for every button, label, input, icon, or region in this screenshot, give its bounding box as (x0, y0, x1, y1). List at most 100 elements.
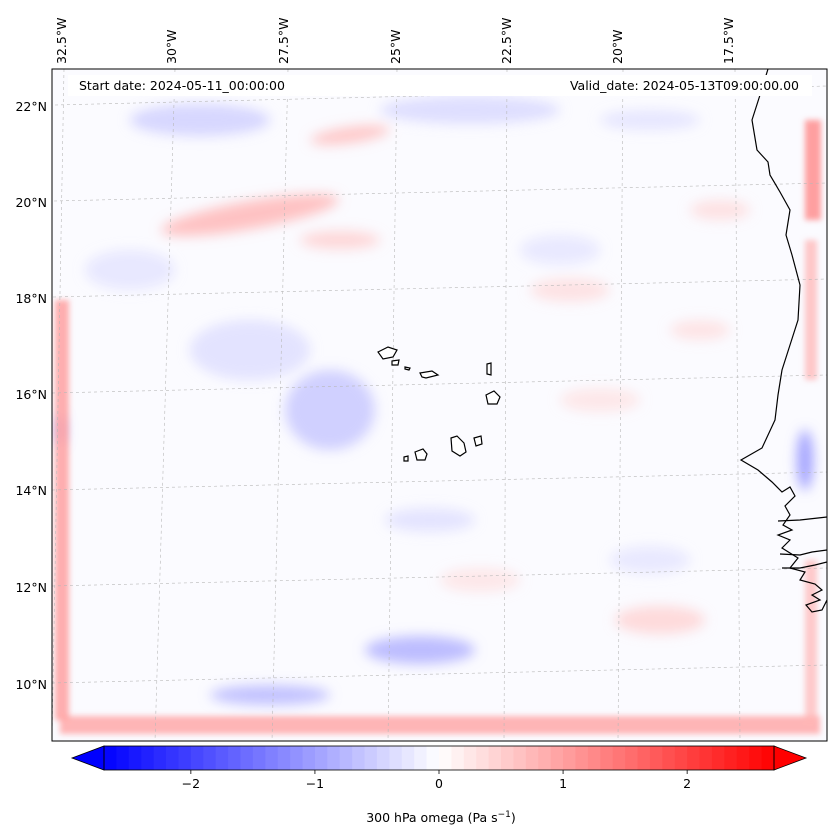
island-santa-luzia (404, 366, 411, 371)
lon-tick-label: 32.5°W (54, 18, 69, 64)
colorbar-cell (662, 746, 676, 770)
lat-tick-label: 22°N (15, 99, 47, 114)
colorbar-cell (637, 746, 651, 770)
colorbar-cell (401, 746, 415, 770)
omega-field (52, 69, 827, 741)
colorbar-cell (215, 746, 229, 770)
colorbar-label-main: 300 hPa omega (Pa s (366, 810, 497, 825)
colorbar-label-exponent: −1 (498, 810, 511, 820)
colorbar-cell (352, 746, 366, 770)
colorbar-cell (228, 746, 241, 770)
lat-tick-label: 14°N (15, 483, 47, 498)
colorbar-cell (525, 746, 539, 770)
colorbar-label: 300 hPa omega (Pa s−1) (366, 810, 516, 825)
colorbar-cell (587, 746, 601, 770)
colorbar-cell (203, 746, 217, 770)
colorbar-cell (141, 746, 155, 770)
lon-tick-label: 20°W (610, 29, 625, 64)
colorbar-cell (314, 746, 328, 770)
island-sao-vicente (391, 359, 400, 366)
colorbar-cells (104, 746, 775, 770)
valid-date-label: Valid_date: 2024-05-13T09:00:00.00 (570, 78, 799, 93)
colorbar-label-close: ) (511, 810, 516, 825)
lat-tick-label: 20°N (15, 195, 47, 210)
colorbar-cell (339, 746, 353, 770)
lon-tick-label: 25°W (388, 29, 403, 64)
colorbar-cell (612, 746, 626, 770)
island-fogo (414, 448, 428, 461)
colorbar-cell (699, 746, 713, 770)
colorbar-cell (190, 746, 204, 770)
colorbar-cell (563, 746, 576, 770)
start-date-label: Start date: 2024-05-11_00:00:00 (79, 78, 285, 93)
colorbar-cell (426, 746, 440, 770)
cape-verde-islands (377, 346, 501, 462)
colorbar: −2 −1 0 1 2 300 hPa omega (Pa s−1) (70, 745, 808, 825)
island-maio (473, 435, 483, 447)
colorbar-cell (513, 746, 527, 770)
colorbar-tick-label: 1 (559, 776, 567, 791)
colorbar-cell (389, 746, 403, 770)
lon-tick-label: 17.5°W (721, 18, 736, 64)
colorbar-cell (463, 746, 477, 770)
colorbar-cell (302, 746, 316, 770)
island-sao-nicolau (419, 370, 440, 379)
lat-tick-label: 16°N (15, 387, 47, 402)
colorbar-cell (277, 746, 291, 770)
colorbar-cell (761, 746, 775, 770)
colorbar-cell (649, 746, 663, 770)
map-panel: Start date: 2024-05-11_00:00:00 Valid_da… (51, 68, 828, 742)
colorbar-min-extend (70, 745, 105, 771)
colorbar-tick-label: 2 (683, 776, 691, 791)
colorbar-cell (451, 746, 465, 770)
colorbar-cell (166, 746, 179, 770)
island-santiago (450, 435, 467, 457)
colorbar-cell (476, 746, 490, 770)
colorbar-cell (153, 746, 167, 770)
colorbar-cell (674, 746, 688, 770)
colorbar-cell (265, 746, 279, 770)
colorbar-cell (501, 746, 514, 770)
colorbar-cell (600, 746, 614, 770)
lat-tick-label: 12°N (15, 580, 47, 595)
colorbar-cell (376, 746, 390, 770)
colorbar-cell (575, 746, 589, 770)
colorbar-cell (488, 746, 502, 770)
colorbar-cell (749, 746, 763, 770)
lat-tick-label: 18°N (15, 291, 47, 306)
boundary-strips (55, 120, 821, 734)
lon-tick-label: 27.5°W (276, 18, 291, 64)
colorbar-cell (724, 746, 738, 770)
colorbar-cell (711, 746, 725, 770)
lon-tick-label: 30°W (164, 29, 179, 64)
colorbar-cell (240, 746, 254, 770)
colorbar-cell (327, 746, 341, 770)
lat-tick-label: 10°N (15, 677, 47, 692)
colorbar-cell (178, 746, 192, 770)
coastline (739, 69, 827, 613)
colorbar-max-extend (773, 745, 808, 771)
island-boa-vista (485, 390, 501, 405)
omega-field-blobs (55, 96, 813, 705)
colorbar-cell (104, 746, 117, 770)
colorbar-cell (290, 746, 304, 770)
colorbar-cell (687, 746, 701, 770)
colorbar-cell (625, 746, 639, 770)
colorbar-cell (128, 746, 142, 770)
colorbar-tick-label: −1 (306, 776, 324, 791)
colorbar-cell (550, 746, 564, 770)
header-box (68, 75, 812, 96)
island-santo-antao (377, 346, 398, 360)
island-sal (486, 362, 492, 376)
colorbar-cell (538, 746, 552, 770)
colorbar-cell (116, 746, 130, 770)
colorbar-cell (414, 746, 428, 770)
colorbar-cell (439, 746, 452, 770)
colorbar-ticks: −2 −1 0 1 2 (182, 770, 691, 791)
colorbar-tick-label: 0 (435, 776, 443, 791)
colorbar-cell (364, 746, 378, 770)
colorbar-cell (736, 746, 750, 770)
island-brava (403, 455, 409, 462)
lon-tick-labels: 32.5°W 30°W 27.5°W 25°W 22.5°W 20°W 17.5… (54, 18, 736, 64)
